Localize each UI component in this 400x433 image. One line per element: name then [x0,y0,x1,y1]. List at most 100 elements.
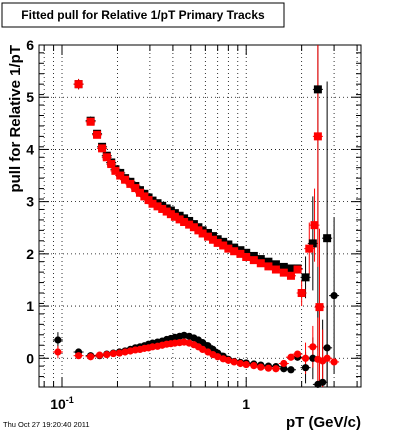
square-marker [301,273,310,282]
square-marker [189,223,198,232]
circle-marker [199,345,207,354]
square-marker [140,192,149,201]
x-tick-label: 10-1 [50,395,74,412]
square-marker [98,144,107,153]
axis-ticks: 0 1 2 3 4 5 6 10-1 1 [26,37,361,412]
square-marker [224,244,233,253]
square-marker [107,160,116,169]
square-marker [286,264,295,273]
circle-marker [264,364,273,372]
square-marker [249,251,258,260]
square-marker [310,221,319,230]
square-marker [249,256,258,265]
circle-marker [224,356,232,364]
circle-marker [87,353,95,361]
square-marker [170,212,179,221]
square-marker [102,153,111,162]
square-marker [242,252,251,261]
data-markers [54,80,338,388]
circle-marker [293,350,302,358]
y-tick-label: 1 [26,298,34,314]
square-marker [93,130,102,139]
circle-marker [301,364,310,372]
grid-lines [39,44,361,387]
square-marker [264,262,273,271]
circle-marker [323,344,331,352]
square-marker [313,85,322,94]
y-tick-label: 0 [26,350,34,366]
square-marker [219,241,228,250]
circle-marker [54,348,62,356]
square-marker [185,220,194,229]
square-marker [86,117,95,126]
square-marker [236,249,245,258]
square-marker [323,234,332,243]
square-marker [256,255,265,264]
circle-marker [250,361,258,370]
y-axis-label: pull for Relative 1/pT [7,45,24,193]
circle-marker [54,336,62,344]
square-marker [116,171,125,180]
circle-marker [103,351,111,359]
square-marker [286,271,295,280]
circle-marker [214,353,222,361]
title-box [1,2,285,28]
circle-marker [96,351,104,359]
y-tick-label: 6 [26,37,34,53]
square-marker [203,232,212,241]
square-marker [293,265,302,274]
circle-marker [287,366,295,374]
circle-marker [287,353,295,361]
x-tick-label: 1 [242,396,250,412]
square-marker [315,303,324,312]
circle-marker [323,354,331,362]
square-marker [313,132,322,141]
square-marker [121,175,130,184]
chart-title: Fitted pull for Relative 1/pT Primary Tr… [21,8,265,22]
x-axis-label: pT (GeV/c) [286,414,361,431]
circle-marker [309,343,317,351]
square-marker [279,262,288,271]
circle-marker [280,365,288,373]
square-marker [279,268,288,277]
circle-marker [115,349,124,357]
circle-marker [257,363,265,371]
square-marker [166,210,175,219]
y-tick-label: 3 [26,194,34,210]
circle-marker [236,359,244,368]
square-marker [264,257,273,266]
circle-marker [280,359,288,368]
square-marker [256,259,265,268]
square-marker [194,226,203,235]
square-marker [297,289,306,298]
circle-marker [230,358,238,366]
square-marker [271,265,280,274]
footer-timestamp: Thu Oct 27 19:20:40 2011 [3,420,90,429]
square-marker [131,184,140,193]
square-marker [308,239,317,248]
square-marker [224,240,233,249]
circle-marker [204,342,212,350]
square-marker [153,202,162,211]
circle-marker [242,360,250,369]
circle-marker [319,378,327,386]
circle-marker [74,352,83,360]
square-marker [180,218,189,227]
square-marker [208,235,217,244]
square-marker [111,166,120,175]
square-marker [198,229,207,238]
square-marker [230,247,239,256]
square-marker [135,188,144,197]
circle-marker [301,354,310,362]
square-marker [242,248,251,257]
circle-marker [272,365,280,373]
square-marker [74,80,83,89]
y-tick-label: 4 [26,141,34,157]
square-marker [305,244,314,253]
square-marker [148,199,157,208]
square-marker [271,260,280,269]
square-marker [175,215,184,224]
square-marker [213,238,222,247]
square-marker [158,204,167,213]
